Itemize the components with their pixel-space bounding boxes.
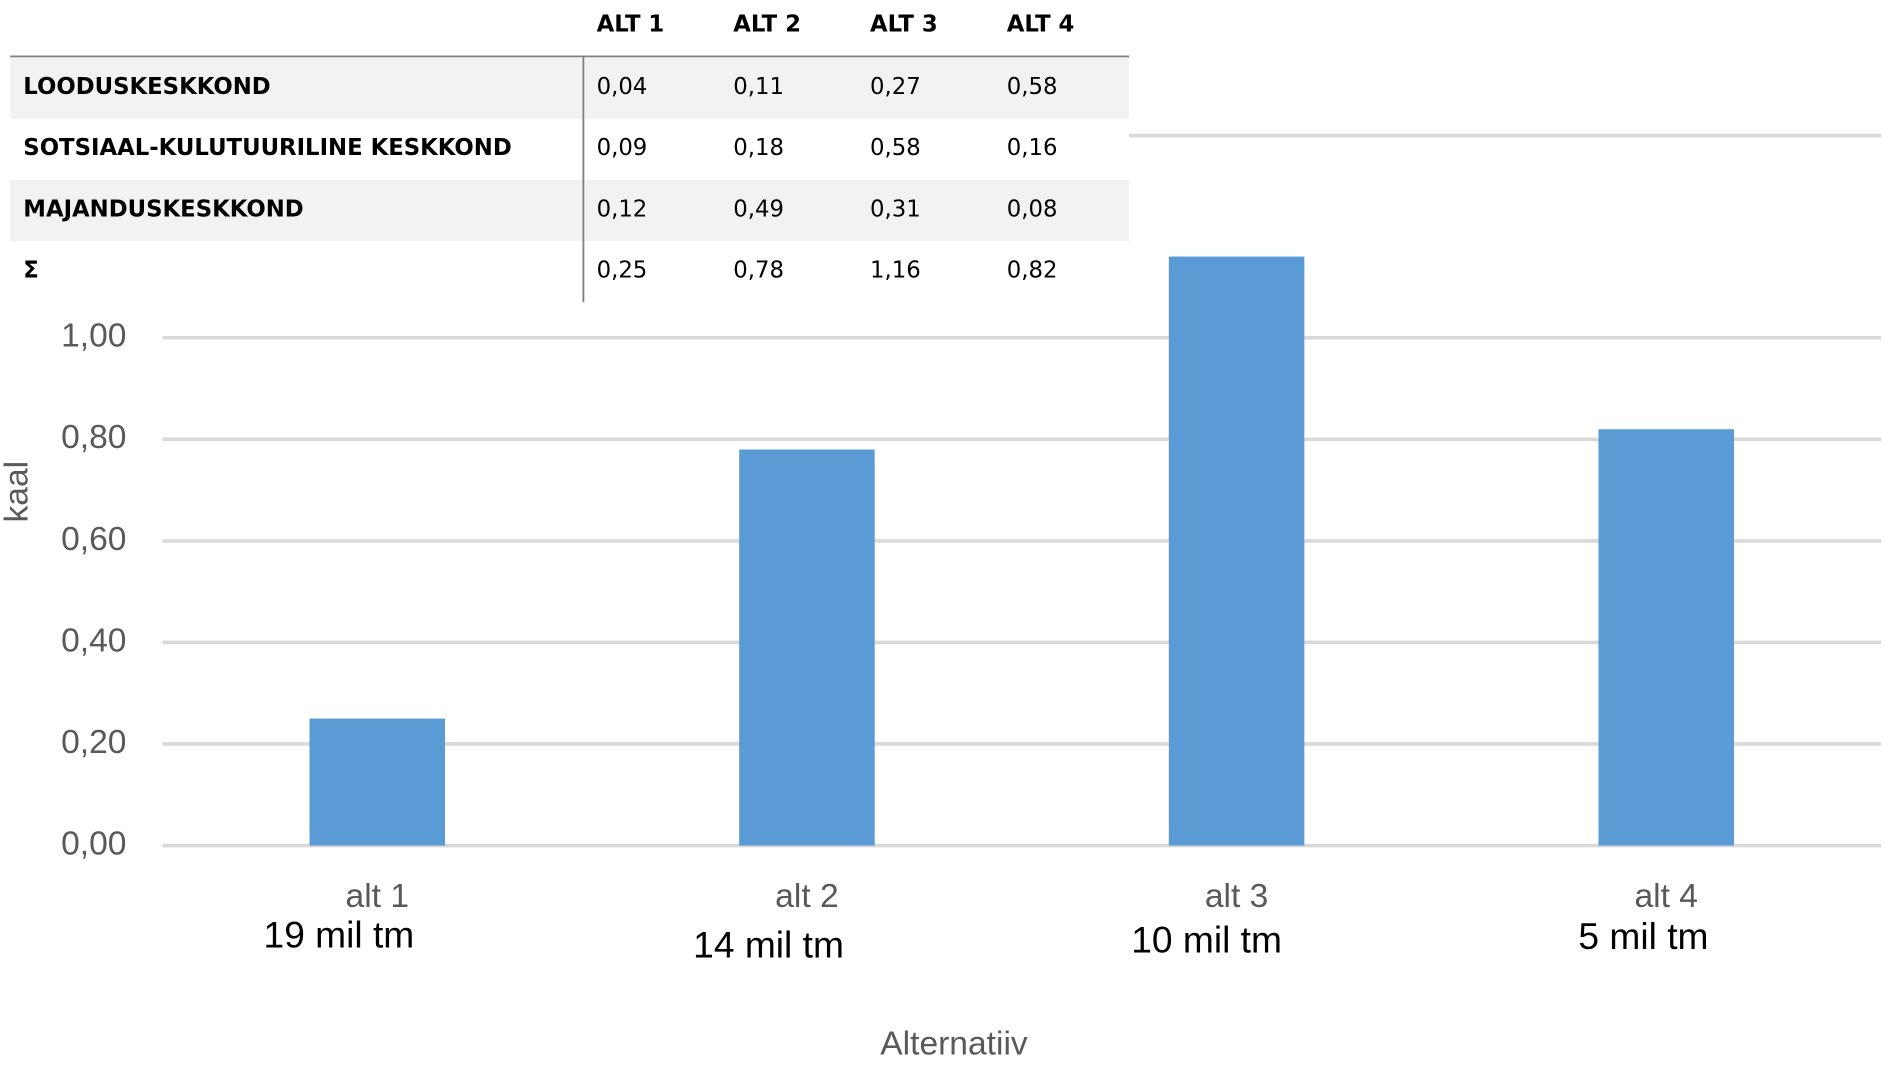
annotation: 19 mil tm [264,914,415,956]
y-tick-label: 0,20 [61,724,126,761]
y-tick-label: 0,80 [61,419,126,456]
bar [309,718,446,846]
cell: 0,25 [597,258,648,284]
row-label: SOTSIAAL-KULUTUURILINE KESKKOND [23,135,511,161]
row-bg [10,57,1130,119]
cell: 0,04 [597,74,648,100]
chart: 0,00 0,20 0,40 0,60 0,80 1,00 alt 119 mil tm al… [0,256,1882,1063]
annotation: 14 mil tm [693,923,844,965]
x-tick-label: alt 3 [1205,878,1268,915]
cell: 0,16 [1007,135,1058,161]
x-tick-label: alt 2 [775,878,838,915]
cell: 0,78 [733,258,784,284]
cell: 0,31 [870,196,921,222]
y-tick-label: 1,00 [61,318,126,355]
cell: 0,27 [870,74,921,100]
y-tick-label: 0,00 [61,825,126,862]
bar [1168,256,1305,846]
column-header: ALT 2 [733,12,801,38]
bar [1598,429,1735,846]
x-axis-label: Alternatiiv [880,1026,1028,1063]
y-tick-label: 0,60 [61,521,126,558]
cell: 1,16 [870,258,921,284]
cell: 0,11 [733,74,784,100]
annotation: 10 mil tm [1131,918,1282,960]
row-label: LOODUSKESKKOND [23,74,270,100]
row-bg [10,179,1130,242]
cell: 0,18 [733,135,784,161]
row-label: MAJANDUSKESKKOND [23,196,303,222]
cell: 0,12 [597,196,648,222]
cell: 0,08 [1007,196,1058,222]
cell: 0,09 [597,135,648,161]
x-tick-label: alt 1 [346,878,409,915]
cell: 0,82 [1007,258,1058,284]
x-tick-label: alt 4 [1635,878,1698,915]
y-tick-label: 0,40 [61,622,126,659]
bar [739,449,875,846]
annotation: 5 mil tm [1578,915,1708,957]
cell: 0,58 [1007,74,1058,100]
row-label: Σ [23,258,39,284]
column-header: ALT 3 [870,12,938,38]
column-header: ALT 1 [597,12,665,38]
table: ALT 1 ALT 2 ALT 3 ALT 4 LOODUSKESKKOND 0,04 0,… [10,12,1130,303]
cell: 0,58 [870,135,921,161]
y-axis-label: kaal [0,461,35,523]
cell: 0,49 [733,196,784,222]
column-header: ALT 4 [1007,12,1075,38]
